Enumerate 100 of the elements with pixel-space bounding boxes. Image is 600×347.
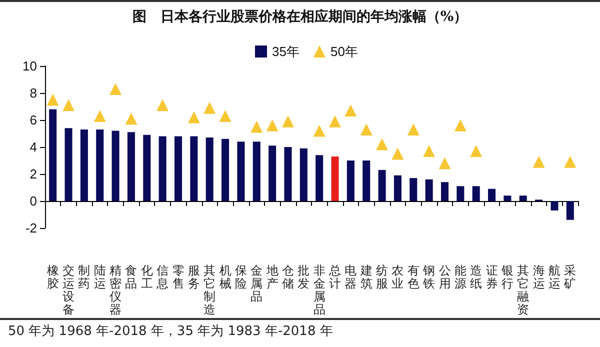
point (564, 156, 576, 168)
legend-label: 35年 (272, 44, 300, 59)
y-tick-label: 10 (22, 58, 37, 74)
x-tick-label: 制药 (78, 264, 90, 290)
point (532, 156, 545, 168)
point (125, 112, 138, 125)
bar (143, 134, 151, 201)
bar (410, 178, 418, 201)
x-tick-label: 陆运 (94, 264, 106, 290)
bar (362, 160, 370, 201)
bar (456, 186, 464, 201)
bar (378, 170, 386, 201)
x-tick-label: 有色 (407, 264, 420, 290)
point (250, 120, 263, 133)
x-tick-label: 能源 (454, 264, 466, 290)
bar (127, 132, 135, 201)
bar (566, 201, 574, 220)
x-tick-label: 农业 (392, 264, 404, 290)
point (329, 115, 342, 128)
bar (96, 129, 104, 201)
point (454, 119, 466, 132)
x-tick-label: 造纸 (470, 264, 482, 290)
bar (80, 129, 88, 201)
y-tick-label: -2 (25, 220, 37, 236)
bar (206, 138, 214, 201)
bar (174, 136, 182, 201)
x-tick-label: 信息 (156, 264, 169, 290)
text: 50 年为 1968 年-2018 年，35 年为 1983 年-2018 年 (0, 318, 600, 347)
point (313, 124, 326, 137)
bar (331, 156, 339, 201)
x-tick-label: 食品 (125, 264, 138, 290)
bar (268, 146, 276, 201)
x-tick-label: 证券 (486, 264, 498, 290)
x-tick-label: 非金属品 (313, 264, 326, 316)
bar (158, 136, 166, 201)
bar (519, 196, 527, 201)
x-tick-label: 电器 (344, 264, 357, 290)
x-tick-label: 采矿 (563, 264, 576, 290)
point (376, 138, 388, 150)
bar (346, 160, 354, 201)
bar (550, 201, 558, 210)
x-tick-label: 其它融资 (517, 264, 530, 316)
point (266, 119, 278, 132)
point (392, 148, 404, 160)
point (282, 115, 294, 128)
bar (440, 182, 449, 201)
x-tick-label: 金属品 (250, 264, 263, 304)
bar (222, 138, 230, 201)
y-tick-label: 6 (30, 112, 37, 128)
bar (112, 130, 120, 201)
x-tick-label: 化工 (140, 264, 153, 290)
point (94, 110, 106, 122)
x-tick-label: 航运 (548, 264, 560, 290)
point (423, 145, 436, 158)
point (156, 99, 169, 112)
legend-label: 50年 (330, 44, 358, 59)
x-tick-label: 地产 (265, 264, 278, 290)
point (219, 110, 232, 122)
x-tick-label: 银行 (500, 264, 514, 290)
x-tick-label: 精密仪器 (110, 264, 122, 316)
chart-title: 图 日本各行业股票价格在相应期间的年均涨幅（%） (0, 0, 600, 34)
x-tick-label: 交运设备 (62, 264, 75, 316)
y-tick-label: 2 (30, 166, 37, 182)
bar (190, 136, 198, 201)
bar (300, 148, 308, 201)
bar (472, 186, 480, 201)
x-tick-label: 零售 (172, 264, 184, 290)
bar (316, 155, 324, 201)
x-tick-label: 其它制造 (204, 264, 216, 316)
point (62, 99, 75, 112)
y-tick-label: 4 (30, 140, 37, 154)
y-tick-label: 8 (30, 86, 37, 100)
x-tick-label: 保险 (234, 264, 247, 290)
bar (394, 175, 402, 201)
bar (284, 147, 292, 201)
x-tick-label: 批发 (298, 264, 310, 290)
point (470, 145, 482, 158)
bar (504, 196, 512, 201)
point (344, 104, 357, 117)
bar (237, 142, 245, 201)
point (188, 111, 200, 124)
x-tick-label: 海运 (532, 264, 545, 290)
point (46, 94, 59, 106)
bar (488, 188, 496, 201)
bar (425, 179, 433, 201)
point (407, 123, 420, 136)
point (204, 102, 216, 114)
x-tick-label: 纺服 (376, 264, 388, 290)
point (110, 82, 122, 95)
x-tick-label: 建筑 (359, 264, 372, 290)
x-tick-label: 总计 (328, 264, 342, 290)
x-tick-label: 服务 (188, 264, 200, 290)
x-tick-label: 仓储 (282, 264, 294, 290)
x-tick-label: 公用 (438, 264, 451, 290)
x-tick-label: 钢铁 (422, 264, 436, 290)
point (360, 123, 372, 136)
x-tick-label: 橡胶 (46, 264, 59, 290)
y-tick-label: 0 (30, 194, 37, 208)
bar (64, 128, 72, 201)
bar (252, 142, 260, 201)
